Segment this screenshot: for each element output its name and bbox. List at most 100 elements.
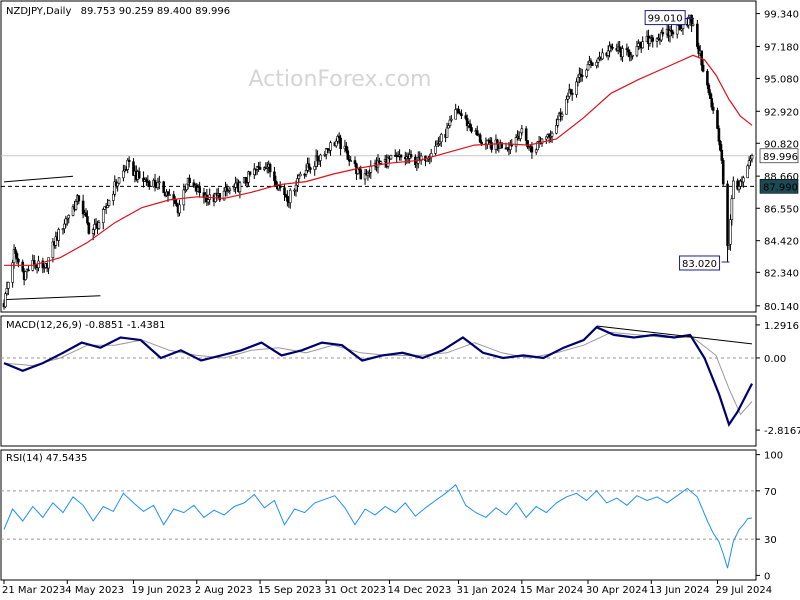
candle-body bbox=[478, 134, 482, 143]
rsi-y-tick-label: 100 bbox=[764, 451, 783, 462]
candle-body bbox=[439, 134, 443, 143]
symbol-timeframe: NZDJPY,Daily bbox=[6, 6, 71, 17]
candle-body bbox=[158, 181, 161, 184]
candle bbox=[585, 68, 588, 79]
candle bbox=[353, 156, 357, 168]
candle-body bbox=[710, 98, 714, 108]
candle bbox=[651, 35, 655, 48]
candle bbox=[15, 251, 19, 265]
candle bbox=[510, 139, 514, 147]
candle bbox=[97, 219, 101, 231]
candle-body bbox=[304, 170, 308, 175]
candle bbox=[71, 204, 75, 217]
ohlc-values: 89.753 90.259 89.400 89.996 bbox=[81, 6, 231, 17]
candle bbox=[21, 259, 25, 273]
candle bbox=[11, 259, 14, 288]
candle-body bbox=[448, 119, 452, 126]
candle bbox=[721, 158, 725, 187]
candle-body bbox=[93, 224, 96, 230]
candle bbox=[127, 156, 131, 168]
candle-body bbox=[107, 200, 111, 206]
candle bbox=[719, 139, 722, 152]
candle bbox=[711, 102, 715, 115]
candle bbox=[158, 175, 161, 190]
candle bbox=[156, 177, 160, 191]
candle-body bbox=[218, 193, 222, 201]
candle-body bbox=[97, 222, 101, 229]
rsi-y-tick-label: 30 bbox=[764, 535, 777, 546]
candle-body bbox=[376, 160, 380, 168]
symbol-title: NZDJPY,Daily 89.753 90.259 89.400 89.996 bbox=[6, 6, 230, 17]
rsi-line bbox=[3, 484, 753, 569]
candle bbox=[746, 164, 749, 179]
candle bbox=[621, 45, 624, 62]
candle bbox=[434, 140, 437, 156]
candle-body bbox=[32, 260, 36, 265]
candle bbox=[555, 118, 558, 135]
candle-body bbox=[540, 138, 544, 144]
price-y-tick-label: 95.080 bbox=[764, 74, 799, 85]
candle-body bbox=[595, 61, 598, 66]
candle bbox=[4, 291, 7, 309]
candle-body bbox=[566, 95, 570, 100]
rsi-layer bbox=[1, 484, 756, 569]
candle-body bbox=[589, 60, 593, 64]
candle-body bbox=[565, 98, 568, 115]
candle bbox=[32, 255, 36, 269]
candle bbox=[286, 190, 289, 207]
candle-body bbox=[707, 84, 711, 94]
candle bbox=[671, 29, 675, 39]
candle-body bbox=[294, 184, 298, 191]
candle-body bbox=[526, 140, 529, 148]
candle-body bbox=[569, 89, 573, 94]
candle bbox=[611, 43, 614, 51]
candle bbox=[116, 182, 119, 192]
candle-body bbox=[339, 137, 342, 149]
candle-body bbox=[389, 155, 393, 160]
candle bbox=[490, 137, 493, 153]
candle-body bbox=[524, 128, 528, 141]
candle-body bbox=[153, 179, 157, 186]
x-tick-label: 15 Sep 2023 bbox=[258, 585, 321, 596]
candle bbox=[27, 266, 30, 272]
candle bbox=[601, 48, 604, 60]
candle bbox=[460, 109, 463, 119]
candle-body bbox=[635, 46, 639, 56]
candle bbox=[729, 214, 732, 251]
candle-body bbox=[346, 150, 350, 160]
candle bbox=[41, 257, 45, 274]
candle bbox=[208, 188, 211, 205]
candle bbox=[520, 124, 524, 136]
candle bbox=[234, 176, 237, 194]
candle-body bbox=[309, 167, 312, 170]
x-tick-label: 4 May 2023 bbox=[65, 585, 124, 596]
candle bbox=[188, 174, 191, 187]
macd-y-tick-label: 0.00 bbox=[764, 354, 786, 365]
candle-body bbox=[247, 171, 250, 183]
candle-body bbox=[409, 154, 413, 158]
candle-body bbox=[17, 258, 20, 263]
candle-body bbox=[510, 144, 514, 147]
candle-body bbox=[84, 212, 88, 217]
macd-layer bbox=[1, 325, 756, 427]
candle bbox=[731, 176, 735, 200]
candle bbox=[429, 148, 433, 163]
candle-body bbox=[188, 177, 191, 184]
candle bbox=[570, 88, 574, 101]
candle bbox=[586, 61, 590, 72]
candle bbox=[265, 161, 269, 174]
candle-body bbox=[74, 201, 78, 210]
candle-body bbox=[611, 46, 614, 49]
candle-body bbox=[596, 58, 600, 63]
candle-body bbox=[286, 196, 289, 202]
candle-body bbox=[445, 127, 449, 138]
candle bbox=[696, 19, 699, 50]
candle-body bbox=[147, 181, 151, 187]
candle bbox=[153, 173, 157, 192]
candle-body bbox=[464, 115, 468, 119]
candle bbox=[450, 115, 453, 123]
candle-body bbox=[116, 182, 119, 187]
candle-body bbox=[299, 173, 302, 177]
candle-body bbox=[353, 160, 357, 164]
candle bbox=[168, 188, 171, 196]
